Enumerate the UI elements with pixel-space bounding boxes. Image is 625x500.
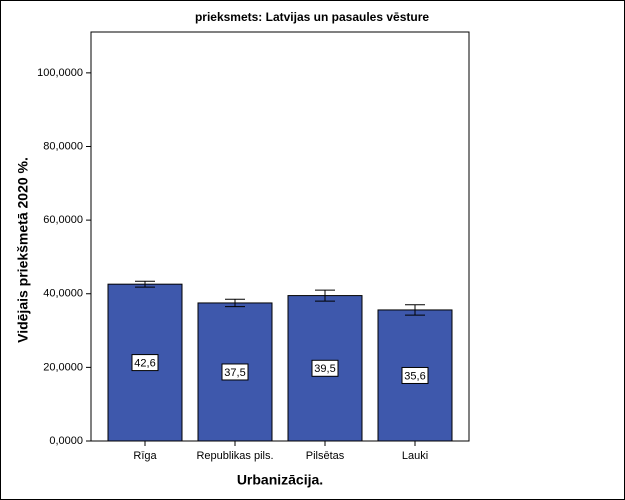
y-tick-label: 0,0000: [49, 435, 83, 447]
y-tick-label: 40,0000: [43, 288, 83, 300]
y-tick-label: 20,0000: [43, 361, 83, 373]
y-tick-label: 60,0000: [43, 214, 83, 226]
x-tick-label: Lauki: [402, 450, 428, 462]
value-label-box: [221, 363, 249, 381]
x-tick-label: Pilsētas: [306, 450, 345, 462]
value-label: 35,6: [404, 370, 425, 382]
value-label-box: [311, 359, 339, 377]
value-label: 42,6: [134, 357, 155, 369]
y-tick-label: 80,0000: [43, 140, 83, 152]
value-label-box: [401, 366, 429, 384]
y-axis-label: Vidējais priekšmetā 2020 %.: [15, 157, 31, 343]
y-tick-label: 100,0000: [37, 67, 83, 79]
chart-title: prieksmets: Latvijas un pasaules vēsture: [195, 10, 429, 24]
value-label-box: [131, 354, 159, 372]
value-label: 37,5: [224, 367, 245, 379]
x-tick-label: Republikas pils.: [196, 450, 273, 462]
value-label: 39,5: [314, 363, 335, 375]
x-axis-label: Urbanizācija.: [237, 472, 323, 488]
x-tick-label: Rīga: [133, 450, 157, 462]
